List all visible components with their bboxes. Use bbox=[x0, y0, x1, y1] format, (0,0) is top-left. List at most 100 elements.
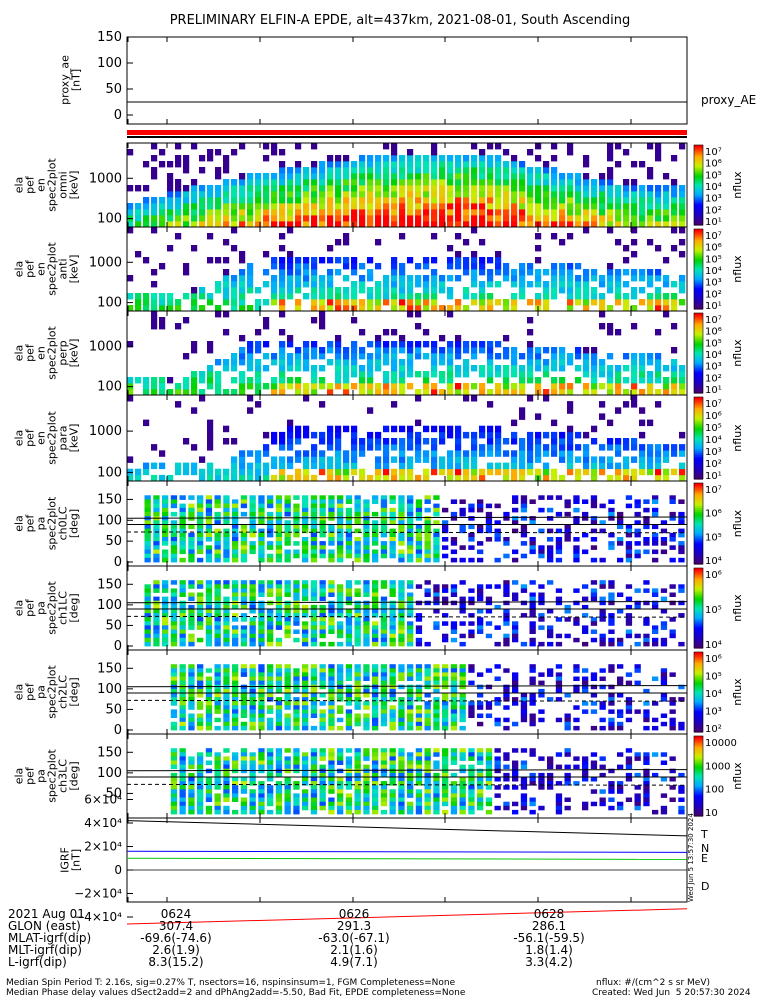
spectrum-cell bbox=[495, 462, 502, 470]
spectrum-cell bbox=[159, 263, 166, 270]
spectrum-cell bbox=[135, 377, 142, 384]
pitch-angle-cell bbox=[267, 772, 274, 778]
spectrum-cell bbox=[343, 377, 350, 384]
energy-panel-ylabel-line: pef bbox=[24, 259, 37, 278]
pitch-angle-cell bbox=[363, 637, 370, 643]
pitch-angle-cell bbox=[249, 801, 256, 807]
pitch-angle-cell bbox=[555, 676, 563, 681]
spectrum-cell bbox=[511, 450, 518, 457]
spectrum-cell bbox=[567, 143, 574, 150]
pitch-angle-cell bbox=[205, 641, 213, 647]
pitch-angle-cell bbox=[398, 617, 405, 622]
proxy-ae-frame bbox=[126, 36, 688, 125]
spectrum-cell bbox=[527, 438, 534, 445]
spectrum-cell bbox=[383, 161, 390, 168]
pitch-angle-cell bbox=[372, 528, 379, 534]
pitch-angle-cell bbox=[284, 785, 291, 790]
spectrum-cell bbox=[263, 197, 270, 204]
pitch-angle-cell bbox=[310, 785, 318, 790]
pitch-angle-cell bbox=[223, 549, 230, 555]
pitch-angle-cell bbox=[599, 756, 606, 761]
spectrum-cell bbox=[543, 371, 550, 378]
spectrum-cell bbox=[231, 149, 238, 156]
pitch-angle-cell bbox=[345, 721, 353, 727]
spectrum-cell bbox=[327, 341, 334, 348]
spectrum-cell bbox=[567, 287, 574, 294]
pitch-angle-cell bbox=[485, 713, 493, 718]
spectrum-cell bbox=[279, 257, 286, 264]
pitch-angle-cell bbox=[284, 764, 291, 770]
pitch-angle-cell bbox=[407, 553, 414, 559]
spectrum-cell bbox=[255, 347, 262, 354]
pitch-angle-cell bbox=[284, 748, 291, 753]
pitch-angle-cell bbox=[188, 680, 195, 686]
spectrum-cell bbox=[495, 167, 502, 174]
pitch-angle-cell bbox=[302, 545, 309, 550]
spectrum-cell bbox=[383, 221, 390, 228]
pitch-angle-cell bbox=[153, 524, 160, 530]
spectrum-cell bbox=[279, 293, 286, 300]
spectrum-cell bbox=[311, 185, 318, 192]
pitch-angle-cell bbox=[319, 592, 326, 597]
spectrum-cell bbox=[503, 383, 510, 390]
pitch-angle-cell bbox=[188, 553, 195, 559]
pitch-angle-cell bbox=[223, 797, 230, 802]
pitch-angle-cell bbox=[363, 705, 370, 710]
pitch-angle-cell bbox=[310, 516, 318, 521]
spectrum-cell bbox=[423, 287, 430, 294]
spectrum-cell bbox=[255, 329, 262, 336]
pitch-angle-cell bbox=[232, 697, 239, 702]
spectrum-cell bbox=[503, 438, 510, 445]
pitch-angle-cell bbox=[153, 604, 160, 610]
pitch-angle-cell bbox=[345, 805, 353, 811]
pitch-angle-cell bbox=[477, 693, 484, 698]
spectrum-cell bbox=[519, 167, 526, 174]
pitch-angle-cell bbox=[564, 617, 571, 622]
spectrum-cell bbox=[527, 462, 534, 470]
pitch-angle-cell bbox=[328, 584, 335, 589]
pitch-angle-cell bbox=[599, 609, 606, 614]
spectrum-cell bbox=[631, 251, 638, 258]
pitch-angle-cell bbox=[590, 495, 598, 500]
spectrum-cell bbox=[471, 167, 478, 174]
spectrum-cell bbox=[591, 209, 598, 216]
spectrum-cell bbox=[303, 191, 310, 198]
pitch-angle-cell bbox=[450, 537, 458, 542]
pitch-angle-cell bbox=[363, 532, 370, 538]
pitch-angle-cell bbox=[170, 764, 178, 770]
pitch-angle-cell bbox=[538, 507, 545, 513]
spectrum-cell bbox=[623, 245, 630, 252]
spectrum-cell bbox=[575, 353, 582, 360]
pitch-panel-ylabel-line: pef bbox=[24, 598, 37, 617]
spectrum-cell bbox=[615, 474, 622, 482]
spectrum-cell bbox=[375, 161, 382, 168]
spectrum-cell bbox=[511, 299, 518, 306]
spectrum-cell bbox=[639, 353, 646, 360]
pitch-angle-cell bbox=[529, 697, 536, 702]
pitch-angle-cell bbox=[249, 609, 256, 614]
proxy-ae-legend: proxy_AE bbox=[701, 93, 756, 107]
pitch-angle-cell bbox=[468, 629, 475, 634]
pitch-angle-cell bbox=[293, 553, 300, 559]
pitch-angle-cell bbox=[407, 549, 414, 555]
spectrum-cell bbox=[551, 263, 558, 270]
spectrum-cell bbox=[303, 293, 310, 300]
spectrum-cell bbox=[279, 221, 286, 228]
spectrum-cell bbox=[319, 401, 326, 408]
pitch-angle-cell bbox=[223, 676, 230, 681]
pitch-angle-cell bbox=[258, 760, 265, 765]
pitch-angle-cell bbox=[275, 709, 283, 714]
spectrum-cell bbox=[287, 287, 294, 294]
spectrum-cell bbox=[279, 468, 286, 476]
pitch-angle-cell bbox=[380, 809, 388, 815]
pitch-angle-cell bbox=[608, 516, 615, 521]
spectrum-cell bbox=[135, 215, 142, 222]
spectrum-cell bbox=[311, 221, 318, 228]
pitch-angle-cell bbox=[354, 701, 361, 706]
pitch-angle-cell bbox=[433, 520, 440, 525]
spectrum-cell bbox=[127, 377, 134, 384]
spectrum-cell bbox=[239, 221, 246, 228]
spectrum-cell bbox=[175, 155, 182, 162]
pitch-angle-cell bbox=[617, 721, 624, 727]
spectrum-cell bbox=[479, 269, 486, 276]
